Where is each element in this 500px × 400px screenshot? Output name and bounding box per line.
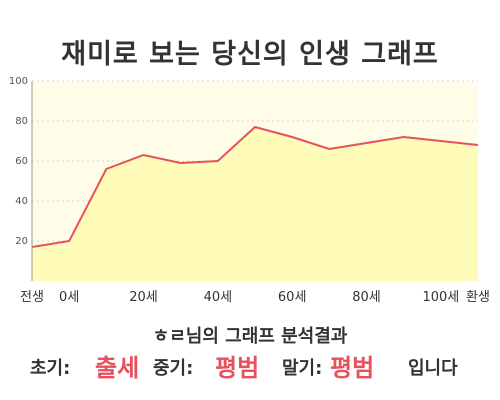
x-tick-label: 40세: [204, 290, 233, 305]
y-tick-label: 100: [9, 76, 28, 87]
x-tick-label: 60세: [278, 290, 307, 305]
late-value: 평범: [330, 354, 375, 382]
life-line: [31, 125, 479, 248]
analysis-result: 초기: 출세 중기: 평범 말기: 평범 입니다: [0, 348, 500, 382]
early-label: 초기:: [30, 358, 71, 379]
analysis-heading-suffix: 님의 그래프 분석결과: [185, 326, 348, 347]
mid-label: 중기:: [153, 358, 194, 379]
life-area: [32, 127, 478, 281]
closing-text: 입니다: [408, 358, 458, 379]
y-tick-label: 80: [15, 116, 28, 127]
x-tick-label: 80세: [352, 290, 381, 305]
early-value: 출세: [95, 354, 140, 382]
x-tick-label: 전생: [20, 290, 44, 305]
x-tick-label: 20세: [129, 290, 158, 305]
x-tick-label: 100세: [422, 290, 459, 305]
x-tick-label: 0세: [59, 290, 79, 305]
y-tick-labels: 20 40 60 80 100: [9, 76, 28, 247]
y-tick-label: 40: [15, 196, 28, 207]
y-tick-label: 60: [15, 156, 28, 167]
x-tick-label: 환생: [466, 290, 490, 305]
mid-value: 평범: [215, 354, 260, 382]
user-name: ㅎㄹ: [152, 326, 186, 347]
chart-title: 재미로 보는 당신의 인생 그래프: [61, 39, 439, 70]
late-label: 말기:: [282, 358, 323, 379]
y-tick-label: 20: [15, 236, 28, 247]
x-tick-labels: 전생 0세 20세 40세 60세 80세 100세 환생: [20, 290, 490, 305]
analysis-heading: ㅎㄹ님의 그래프 분석결과: [0, 322, 500, 348]
